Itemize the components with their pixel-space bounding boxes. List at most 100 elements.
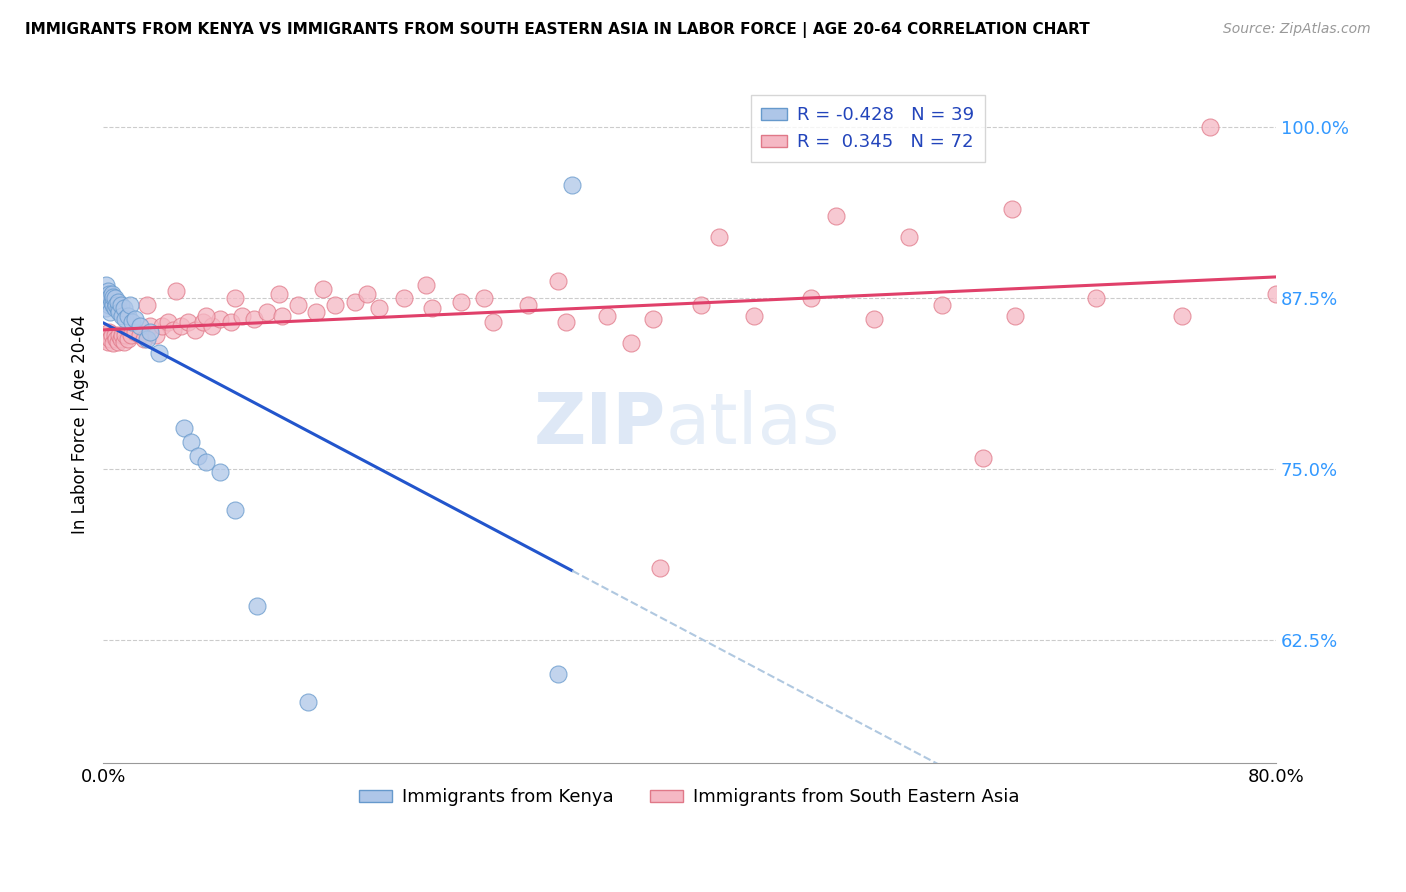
Point [1004,309,1026,323]
Point [118,298,141,312]
Point [620,336,643,351]
Point [121,314,143,328]
Point [114,328,136,343]
Point [110,332,132,346]
Point [482,314,505,328]
Point [367,301,389,315]
Point [898,229,921,244]
Point [93,332,115,346]
Point [596,309,619,323]
Point [641,311,664,326]
Point [139,318,162,333]
Point [209,311,232,326]
Text: atlas: atlas [666,391,841,459]
Point [120,328,142,343]
Point [194,309,217,323]
Point [177,314,200,328]
Point [201,318,224,333]
Point [323,298,346,312]
Point [112,301,135,315]
Point [173,421,195,435]
Text: IMMIGRANTS FROM KENYA VS IMMIGRANTS FROM SOUTH EASTERN ASIA IN LABOR FORCE | AGE: IMMIGRANTS FROM KENYA VS IMMIGRANTS FROM… [25,22,1090,38]
Point [114,311,136,326]
Point [136,332,159,346]
Point [117,309,139,323]
Point [561,178,583,192]
Point [180,434,202,449]
Point [100,290,122,304]
Point [98,287,121,301]
Point [555,314,578,328]
Point [96,285,118,299]
Point [108,328,131,343]
Point [287,298,309,312]
Point [194,455,217,469]
Point [1084,291,1107,305]
Point [111,309,134,323]
Y-axis label: In Labor Force | Age 20-64: In Labor Force | Age 20-64 [72,315,89,534]
Point [209,465,232,479]
Point [165,285,187,299]
Point [150,318,173,333]
Point [191,314,214,328]
Point [103,290,125,304]
Point [156,314,179,328]
Point [690,298,713,312]
Point [107,334,129,349]
Point [104,328,127,343]
Point [650,560,672,574]
Point [104,301,127,315]
Point [800,291,823,305]
Point [415,277,437,292]
Point [98,326,121,340]
Point [547,273,569,287]
Point [105,332,128,346]
Point [96,334,118,349]
Point [1265,287,1288,301]
Point [96,295,118,310]
Point [420,301,443,315]
Text: ZIP: ZIP [534,391,666,459]
Point [305,305,328,319]
Point [187,449,209,463]
Point [184,323,207,337]
Point [103,298,125,312]
Point [243,311,266,326]
Point [94,328,117,343]
Point [219,314,242,328]
Point [111,328,134,343]
Point [931,298,953,312]
Point [450,295,472,310]
Point [117,332,139,346]
Point [256,305,278,319]
Point [297,695,319,709]
Point [136,298,159,312]
Point [107,295,129,310]
Point [94,277,117,292]
Point [128,328,150,343]
Point [742,309,765,323]
Point [134,332,156,346]
Point [392,291,415,305]
Point [139,326,162,340]
Point [104,291,127,305]
Point [145,328,167,343]
Point [148,346,170,360]
Point [94,301,117,315]
Point [124,311,146,326]
Point [128,318,150,333]
Point [93,291,115,305]
Point [100,305,122,319]
Text: Source: ZipAtlas.com: Source: ZipAtlas.com [1223,22,1371,37]
Point [101,328,124,343]
Point [472,291,495,305]
Point [1001,202,1024,217]
Point [972,451,994,466]
Point [224,503,246,517]
Point [1199,120,1222,135]
Point [267,287,290,301]
Point [101,287,124,301]
Point [98,298,121,312]
Point [105,298,128,312]
Point [124,326,146,340]
